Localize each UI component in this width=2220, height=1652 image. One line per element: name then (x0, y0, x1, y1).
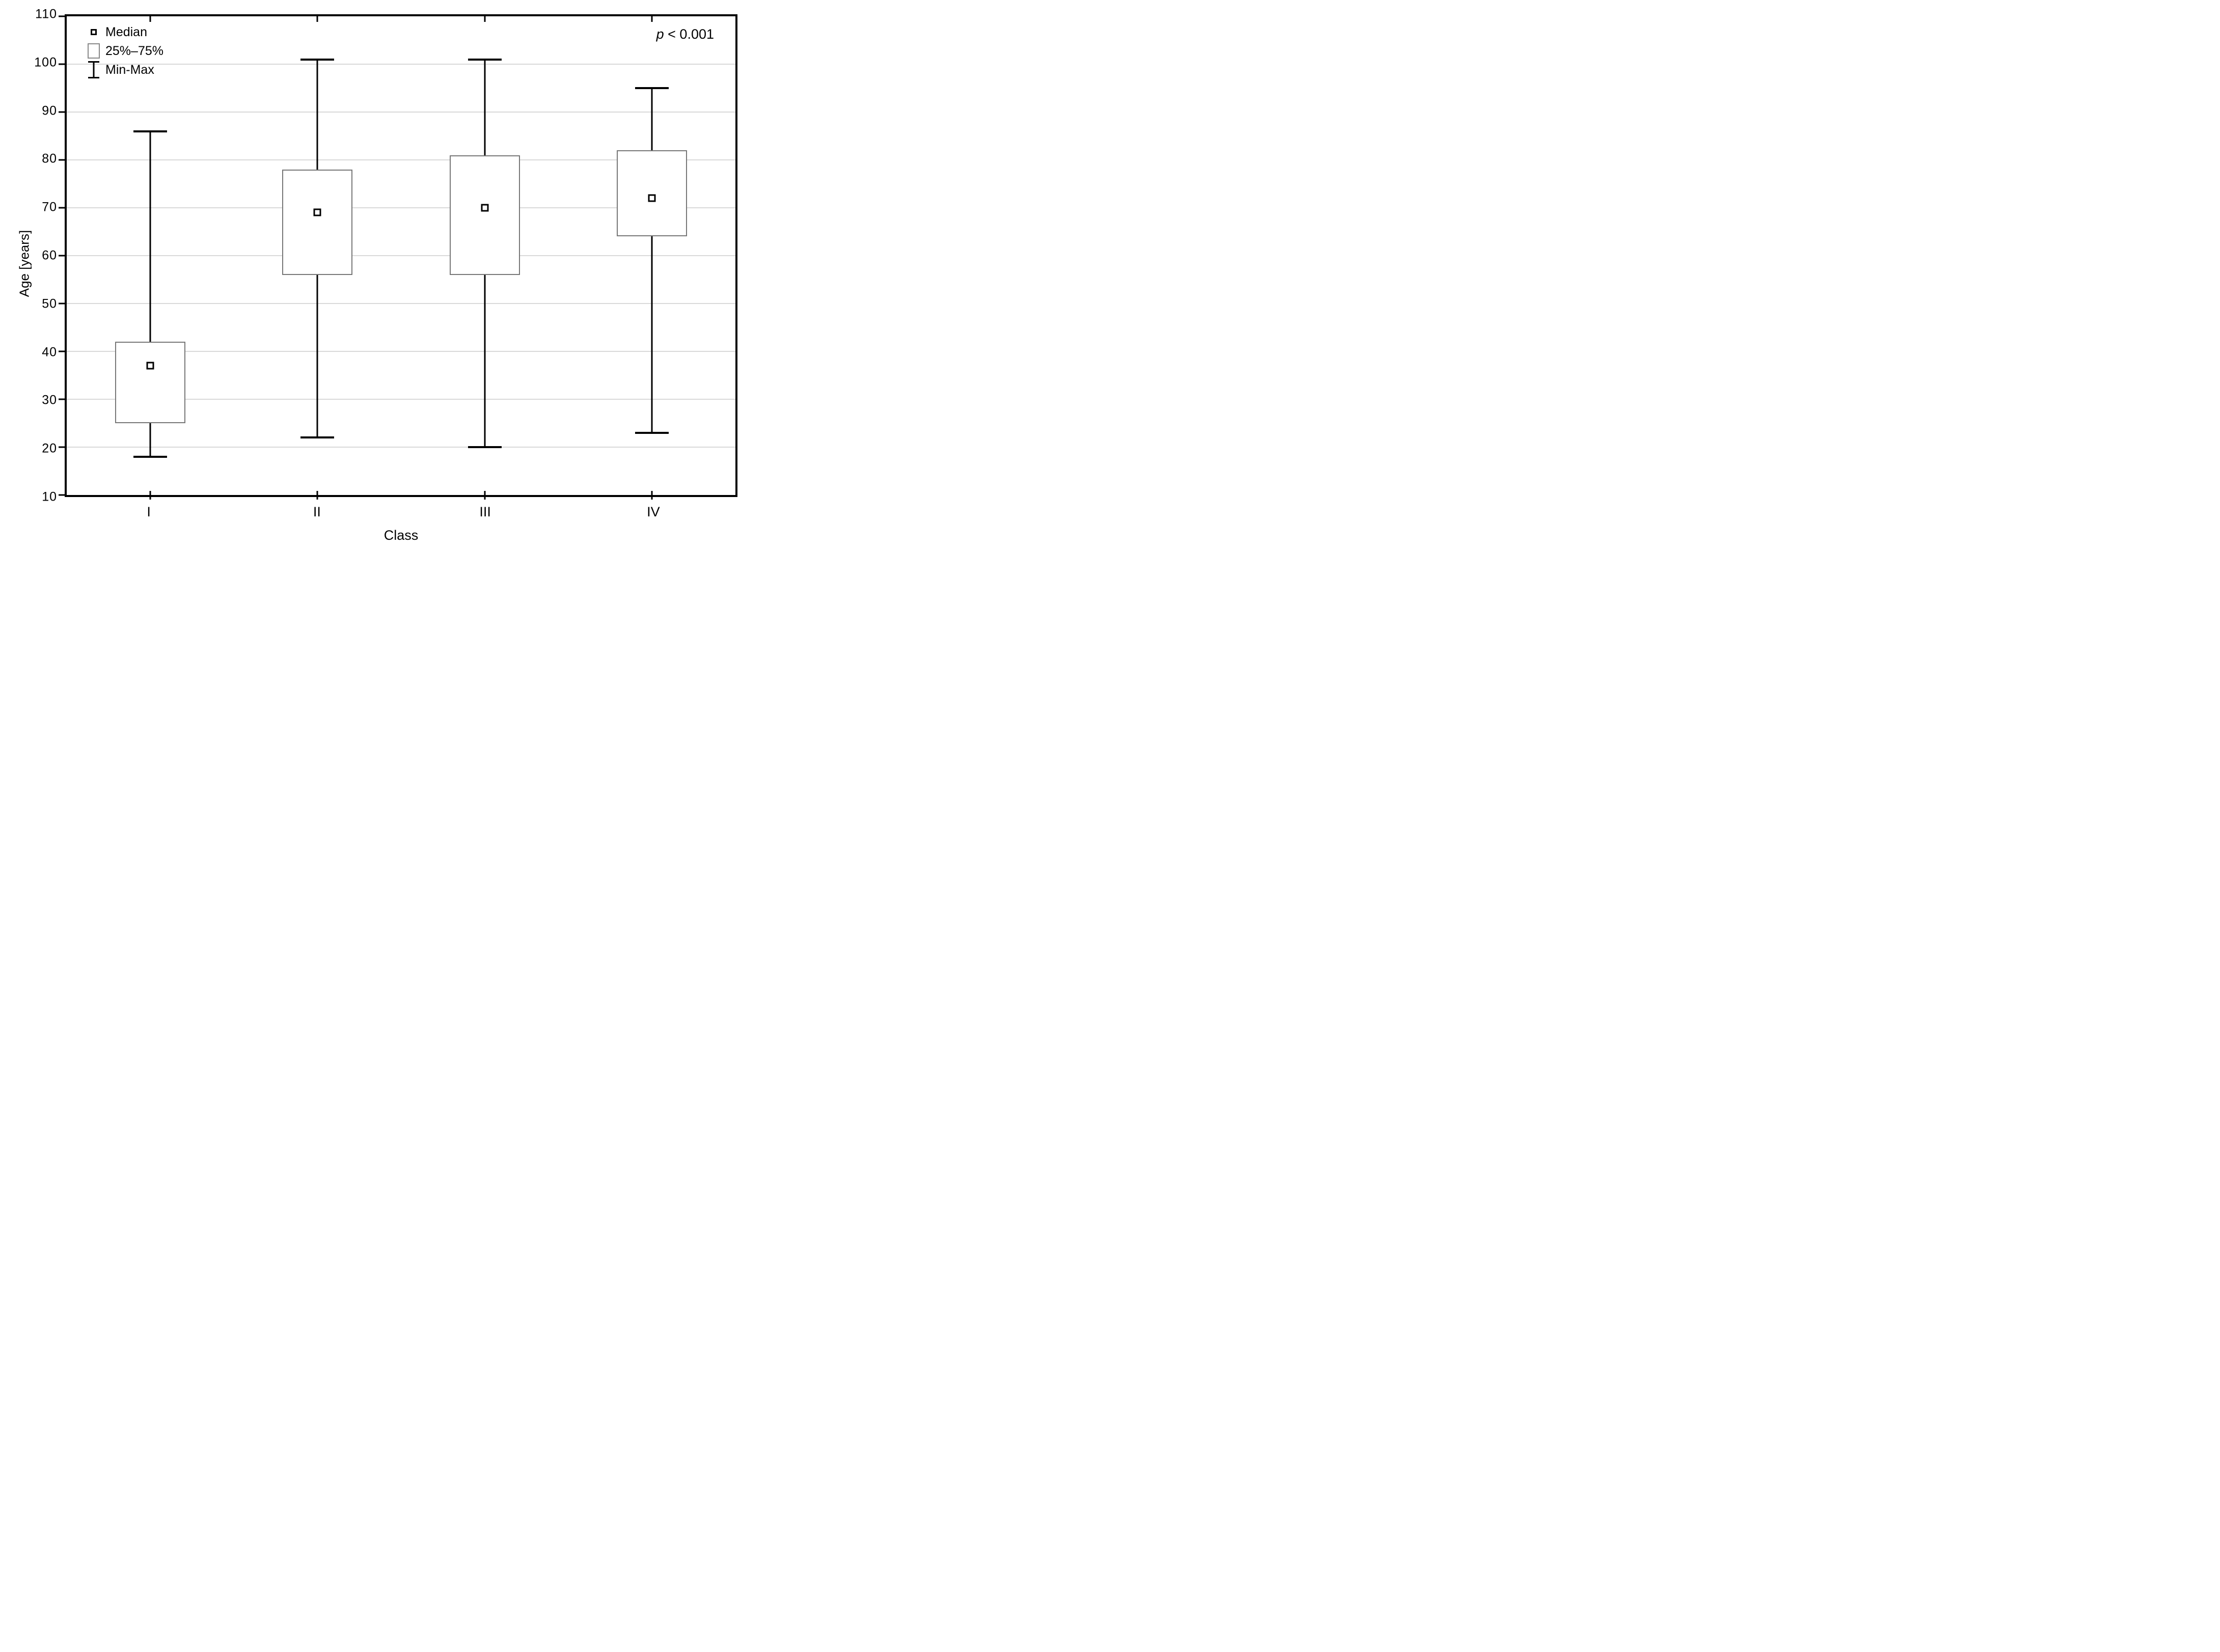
y-tick-label-100: 100 (34, 55, 57, 70)
boxplot-figure: Age [years] 110 100 90 80 70 60 50 40 30 20 10 Med… (0, 0, 740, 550)
y-tick-50 (59, 302, 65, 305)
x-tick-label-II: II (313, 504, 321, 519)
y-tick-100 (59, 63, 65, 65)
y-tick-label-30: 30 (42, 393, 57, 407)
max-whisker-cap-II (300, 58, 335, 61)
iqr-box-I (115, 342, 186, 423)
p-value-text: < 0.001 (664, 26, 714, 42)
plot-area: Median 25%–75% Min-Max p < 0.001 (59, 14, 737, 500)
min-whisker-cap-I (133, 455, 168, 458)
y-tick-80 (59, 159, 65, 161)
legend-item-median: Median (82, 24, 163, 40)
y-tick-20 (59, 446, 65, 448)
whisker-line-IV (651, 88, 653, 433)
x-tick-bottom-III (484, 491, 486, 500)
y-tick-90 (59, 111, 65, 113)
max-whisker-cap-I (133, 130, 168, 132)
y-tick-label-20: 20 (42, 441, 57, 456)
max-whisker-cap-IV (635, 87, 669, 89)
median-marker-II (313, 208, 321, 216)
x-tick-label-IV: IV (647, 504, 660, 519)
y-tick-label-80: 80 (42, 151, 57, 166)
p-value-annotation: p < 0.001 (656, 26, 714, 42)
x-tick-bottom-IV (651, 491, 653, 500)
y-tick-label-10: 10 (42, 489, 57, 504)
x-tick-top-IV (651, 16, 653, 22)
median-square-icon (91, 29, 97, 35)
iqr-box-II (282, 169, 353, 275)
x-tick-labels: I II III IV (65, 504, 737, 522)
legend-label-median: Median (105, 24, 147, 39)
gridline-50 (67, 303, 735, 304)
x-tick-bottom-II (316, 491, 318, 500)
iqr-box-III (449, 155, 520, 275)
x-tick-top-II (316, 16, 318, 22)
min-whisker-cap-III (468, 446, 502, 448)
min-whisker-cap-II (300, 436, 335, 439)
y-tick-110 (59, 15, 65, 17)
gridline-80 (67, 159, 735, 160)
legend: Median 25%–75% Min-Max (82, 24, 163, 78)
y-tick-40 (59, 350, 65, 352)
x-tick-label-I: I (147, 504, 151, 519)
y-tick-60 (59, 255, 65, 257)
y-tick-label-90: 90 (42, 103, 57, 118)
min-whisker-cap-IV (635, 431, 669, 434)
legend-label-iqr: 25%–75% (105, 43, 163, 58)
y-tick-label-50: 50 (42, 296, 57, 311)
y-tick-label-40: 40 (42, 345, 57, 360)
y-tick-label-60: 60 (42, 248, 57, 263)
x-axis-title: Class (383, 528, 419, 543)
iqr-box-IV (616, 150, 687, 237)
legend-item-minmax: Min-Max (82, 61, 163, 78)
median-marker-I (146, 362, 154, 370)
y-tick-label-70: 70 (42, 200, 57, 214)
x-tick-bottom-I (149, 491, 151, 500)
x-tick-top-III (484, 16, 486, 22)
x-tick-top-I (149, 16, 151, 22)
y-tick-10 (59, 494, 65, 496)
y-tick-labels: 110 100 90 80 70 60 50 40 30 20 10 (0, 7, 57, 504)
legend-label-minmax: Min-Max (105, 62, 154, 77)
gridline-100 (67, 64, 735, 65)
gridline-40 (67, 351, 735, 352)
gridline-90 (67, 112, 735, 113)
iqr-box-icon (88, 43, 100, 59)
median-marker-III (481, 204, 489, 212)
x-tick-label-III: III (479, 504, 491, 519)
whisker-line-I (149, 131, 151, 457)
median-marker-IV (648, 194, 656, 202)
max-whisker-cap-III (468, 58, 502, 61)
gridline-60 (67, 255, 735, 256)
legend-item-iqr: 25%–75% (82, 43, 163, 59)
min-max-whisker-icon (88, 61, 99, 78)
y-tick-label-110: 110 (35, 7, 57, 21)
gridline-70 (67, 207, 735, 208)
y-tick-30 (59, 398, 65, 400)
p-symbol: p (656, 26, 664, 42)
gridline-20 (67, 447, 735, 448)
y-tick-70 (59, 207, 65, 209)
gridline-30 (67, 399, 735, 400)
